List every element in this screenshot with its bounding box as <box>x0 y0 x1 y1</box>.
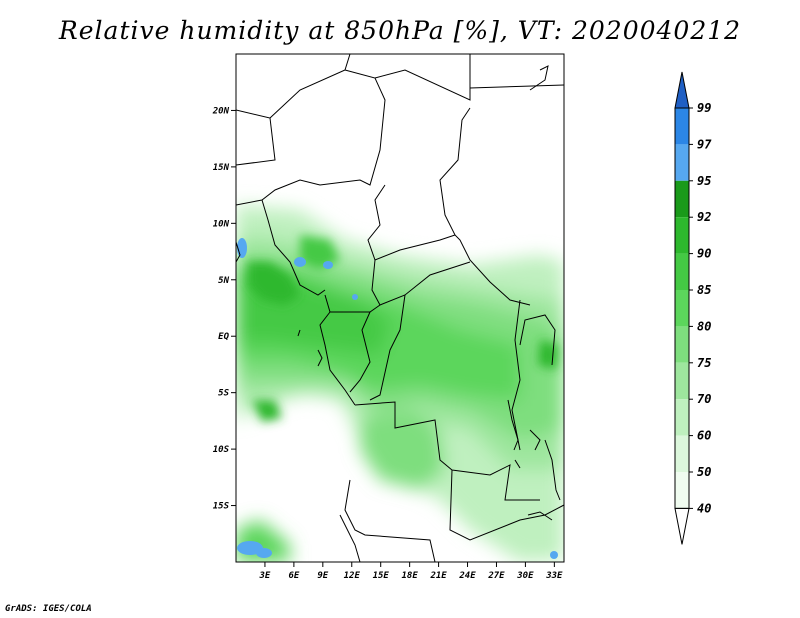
lat-tick-label: 5S <box>218 389 229 399</box>
lat-tick-label: 10S <box>213 445 230 455</box>
lon-tick-label: 3E <box>259 571 271 581</box>
colorbar-segment <box>675 290 689 327</box>
latitude-axis: 20N 15N 10N 5N EQ 5S 10S 15S <box>212 106 236 512</box>
map-title: Relative humidity at 850hPa [%], VT: 202… <box>58 16 742 45</box>
colorbar-outline <box>674 107 690 509</box>
colorbar-label: 40 <box>697 501 711 515</box>
lon-tick-label: 15E <box>373 571 390 581</box>
colorbar-segment <box>675 217 689 254</box>
colorbar-label: 60 <box>697 429 711 443</box>
colorbar-segment <box>675 253 689 290</box>
colorbar-segment <box>675 108 689 145</box>
lon-tick-label: 9E <box>317 571 328 581</box>
colorbar-label: 99 <box>697 101 711 115</box>
lat-tick-label: 20N <box>212 106 230 116</box>
longitude-axis: 3E 6E 9E 12E 15E 18E 21E 24E 27E 30E 33E <box>259 562 563 581</box>
lon-tick-label: 18E <box>402 571 419 581</box>
lon-tick-label: 6E <box>288 571 299 581</box>
colorbar-segment <box>675 472 689 509</box>
colorbar-label: 70 <box>697 392 711 406</box>
lat-tick-label: 10N <box>213 219 230 229</box>
lat-tick-label: 15S <box>213 502 230 512</box>
lon-tick-label: 33E <box>545 571 563 581</box>
colorbar-label: 97 <box>697 137 712 151</box>
colorbar-label: 90 <box>697 247 711 261</box>
colorbar-segment <box>675 144 689 181</box>
map-frame <box>235 53 565 563</box>
lon-tick-label: 27E <box>487 571 505 581</box>
colorbar-segment <box>675 180 689 218</box>
colorbar-label: 95 <box>697 174 711 188</box>
boundaries <box>236 54 564 562</box>
colorbar-label: 92 <box>697 210 711 224</box>
credit-label: GrADS: IGES/COLA <box>5 604 92 614</box>
humidity-field <box>236 54 564 562</box>
colorbar-label: 75 <box>697 356 711 370</box>
colorbar-label: 85 <box>697 283 711 297</box>
lat-tick-label: 5N <box>218 276 229 286</box>
colorbar: 99 97 95 92 90 85 80 75 70 60 50 40 <box>674 71 712 545</box>
colorbar-bottom-cap <box>674 507 690 545</box>
colorbar-segment <box>675 362 689 400</box>
colorbar-segment <box>675 399 689 436</box>
lon-tick-label: 21E <box>429 571 447 581</box>
lon-tick-label: 30E <box>516 571 534 581</box>
lat-tick-label: EQ <box>218 332 229 342</box>
colorbar-label: 50 <box>697 465 711 479</box>
colorbar-segment <box>675 326 689 363</box>
colorbar-top-cap <box>674 71 690 109</box>
lon-tick-label: 12E <box>344 571 361 581</box>
colorbar-segment <box>675 435 689 472</box>
lat-tick-label: 15N <box>213 163 230 173</box>
colorbar-label: 80 <box>697 319 711 333</box>
lon-tick-label: 24E <box>458 571 476 581</box>
